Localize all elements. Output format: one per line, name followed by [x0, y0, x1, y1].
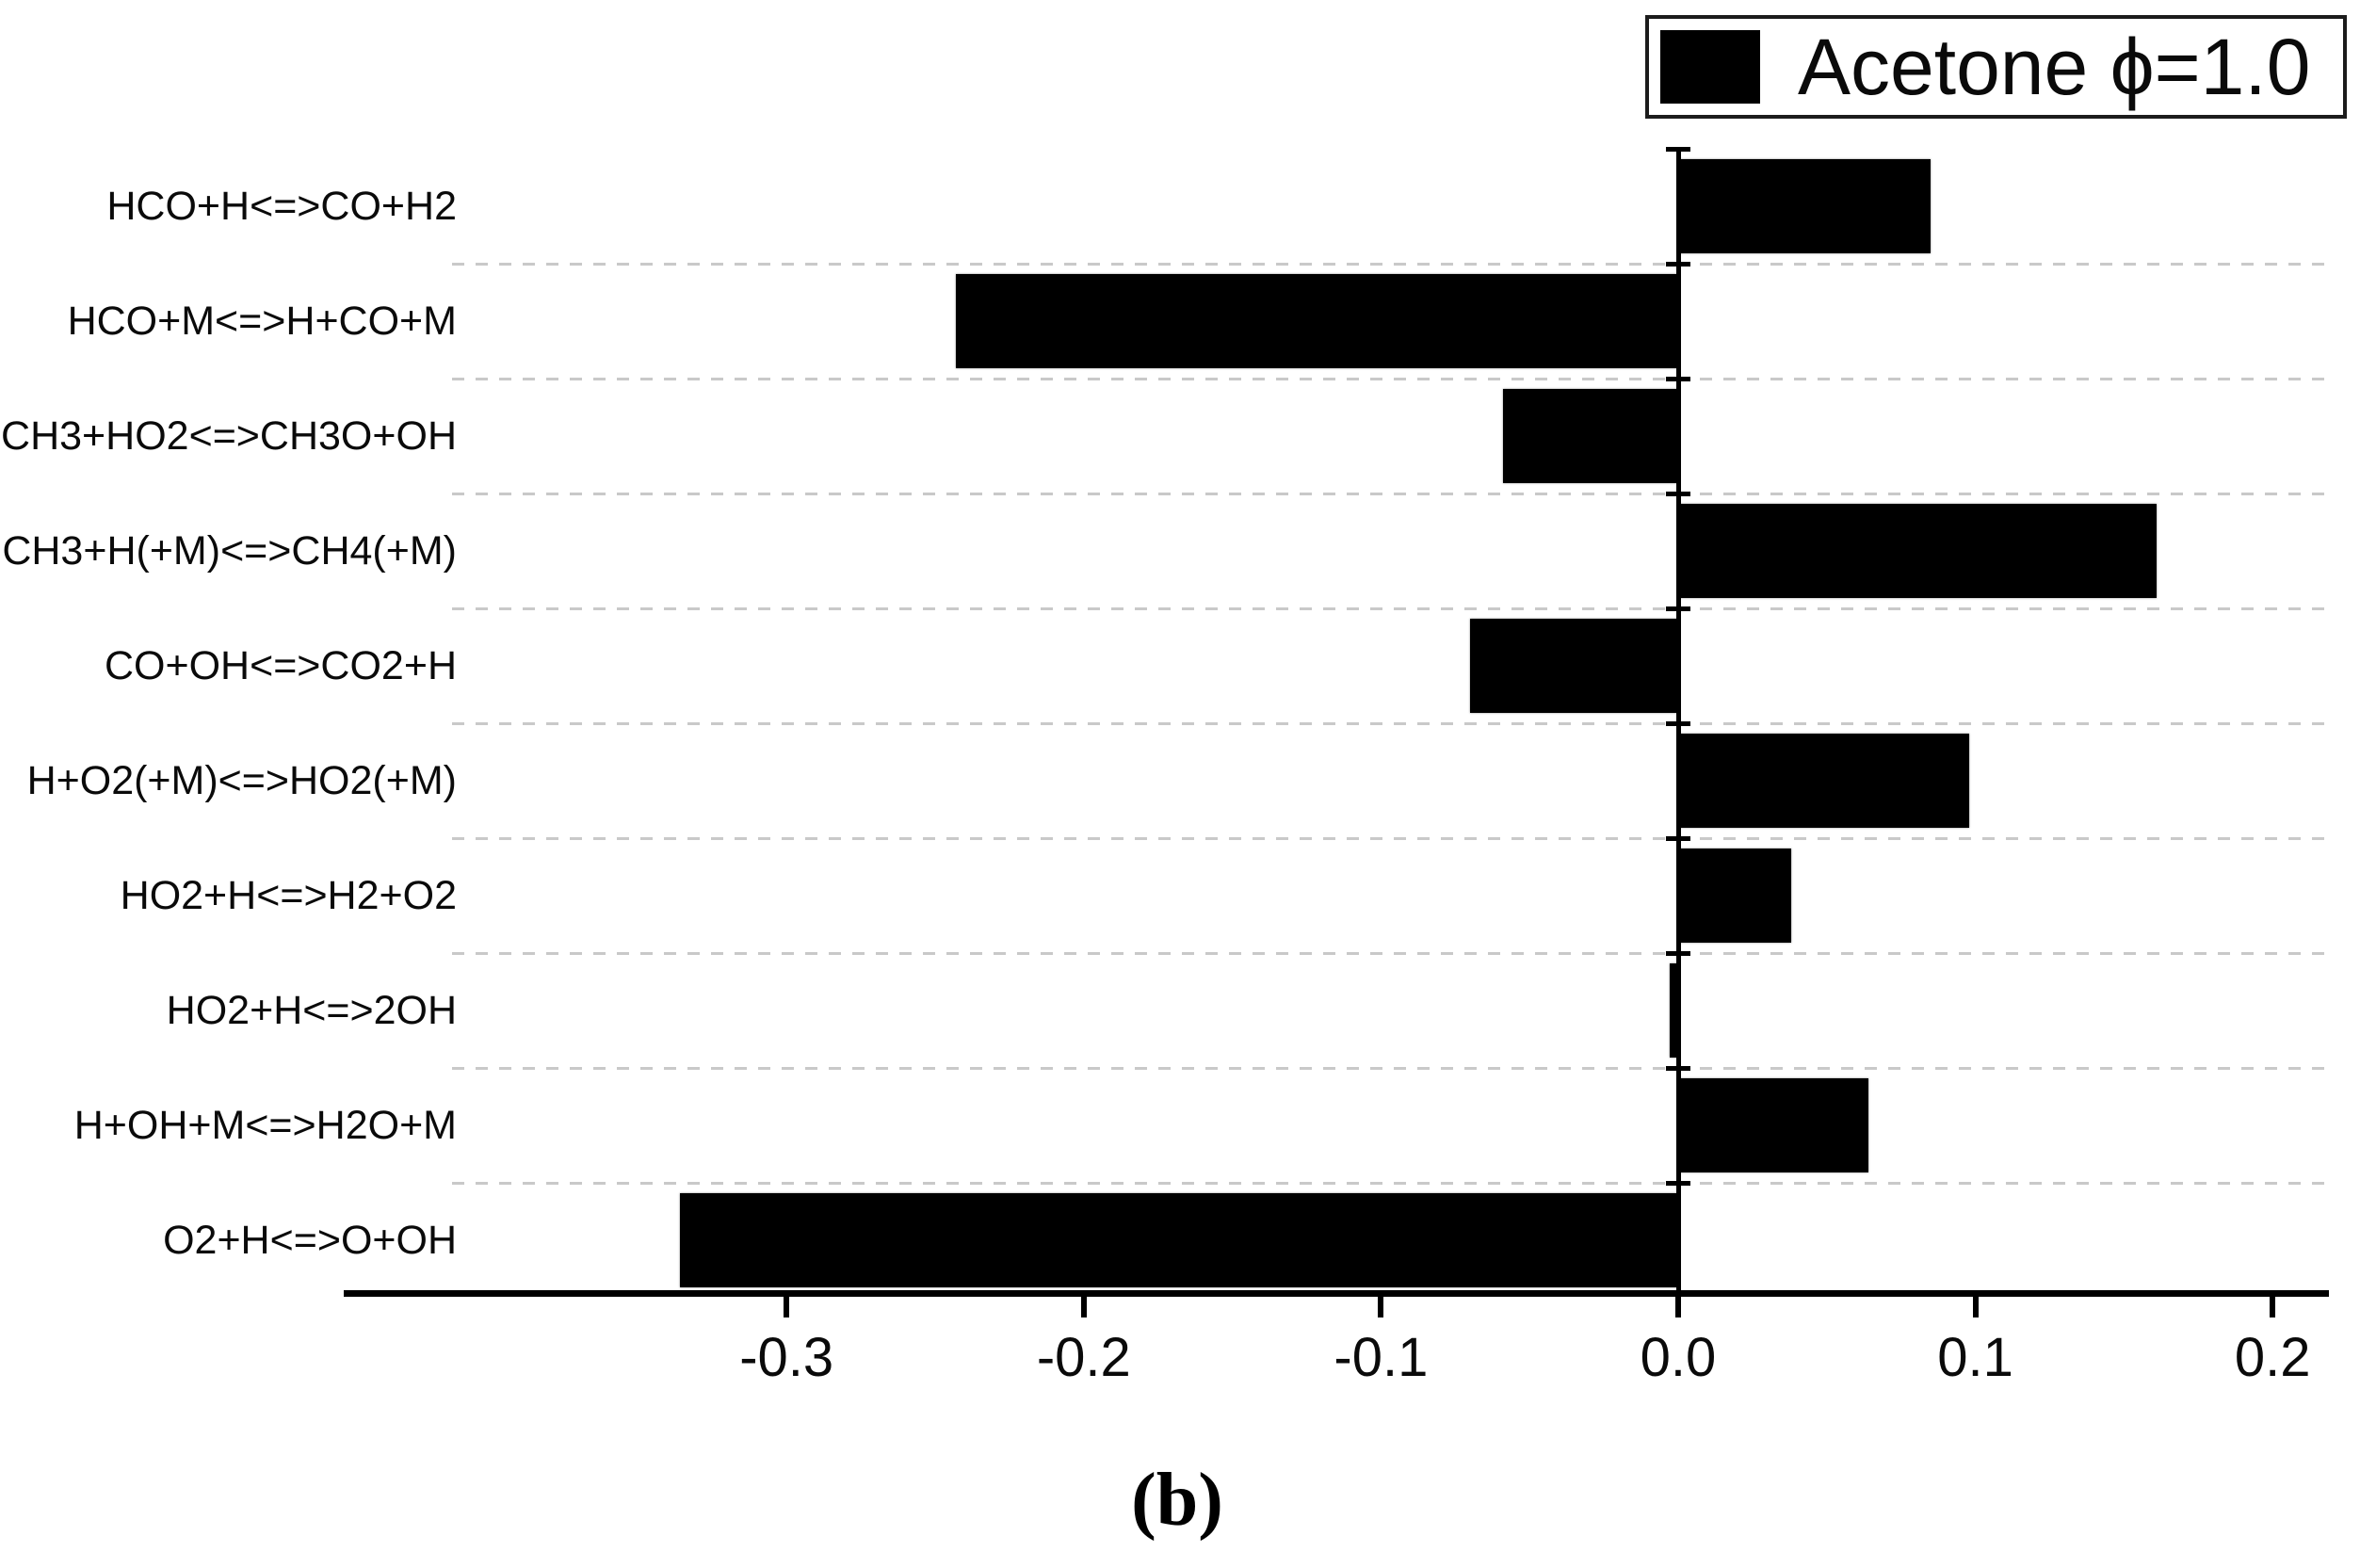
- row-separator-gridline: [452, 1182, 2329, 1185]
- row-separator-gridline: [452, 952, 2329, 955]
- x-axis-tick: [784, 1297, 790, 1317]
- row-separator-gridline: [452, 263, 2329, 266]
- x-axis-tick-label: -0.2: [1036, 1327, 1131, 1388]
- bar: [1470, 619, 1678, 713]
- legend-label: Acetone ϕ=1.0: [1798, 22, 2311, 111]
- row-separator-gridline: [452, 722, 2329, 725]
- x-axis-tick: [1675, 1297, 1681, 1317]
- bar: [956, 274, 1678, 368]
- legend-swatch: [1660, 30, 1760, 104]
- row-separator-gridline: [452, 493, 2329, 495]
- category-label: HCO+H<=>CO+H2: [106, 184, 457, 229]
- bar: [1678, 1078, 1868, 1172]
- bar: [1678, 849, 1791, 943]
- category-label: CH3+HO2<=>CH3O+OH: [1, 413, 457, 459]
- bar: [1678, 159, 1931, 253]
- x-axis-tick: [1378, 1297, 1384, 1317]
- row-separator-gridline: [452, 837, 2329, 840]
- x-axis-tick-label: 0.0: [1640, 1327, 1717, 1388]
- bar: [1503, 389, 1678, 483]
- bar: [1678, 504, 2157, 598]
- category-label: CH3+H(+M)<=>CH4(+M): [2, 528, 457, 574]
- category-label: H+O2(+M)<=>HO2(+M): [26, 758, 457, 803]
- row-separator-gridline: [452, 1067, 2329, 1070]
- x-axis-tick: [2270, 1297, 2276, 1317]
- category-label: HO2+H<=>2OH: [166, 988, 457, 1033]
- x-axis-tick: [1972, 1297, 1979, 1317]
- category-label: HCO+M<=>H+CO+M: [67, 299, 457, 344]
- bar: [680, 1193, 1678, 1287]
- row-separator-gridline: [452, 607, 2329, 610]
- x-axis-tick-label: 0.2: [2234, 1327, 2311, 1388]
- category-label: HO2+H<=>H2+O2: [120, 873, 457, 918]
- x-axis-tick: [1080, 1297, 1087, 1317]
- category-label: O2+H<=>O+OH: [163, 1218, 457, 1263]
- category-label: H+OH+M<=>H2O+M: [73, 1103, 457, 1148]
- x-axis-line: [344, 1290, 2329, 1297]
- bar: [1670, 963, 1678, 1058]
- figure-caption: (b): [1131, 1459, 1223, 1542]
- zero-baseline: [1676, 149, 1681, 1297]
- category-label: CO+OH<=>CO2+H: [104, 643, 457, 688]
- bar: [1678, 734, 1969, 828]
- row-separator-gridline: [452, 378, 2329, 380]
- legend: Acetone ϕ=1.0: [1645, 15, 2347, 119]
- x-axis-tick-label: -0.3: [739, 1327, 834, 1388]
- x-axis-tick-label: 0.1: [1937, 1327, 2013, 1388]
- x-axis-tick-label: -0.1: [1334, 1327, 1429, 1388]
